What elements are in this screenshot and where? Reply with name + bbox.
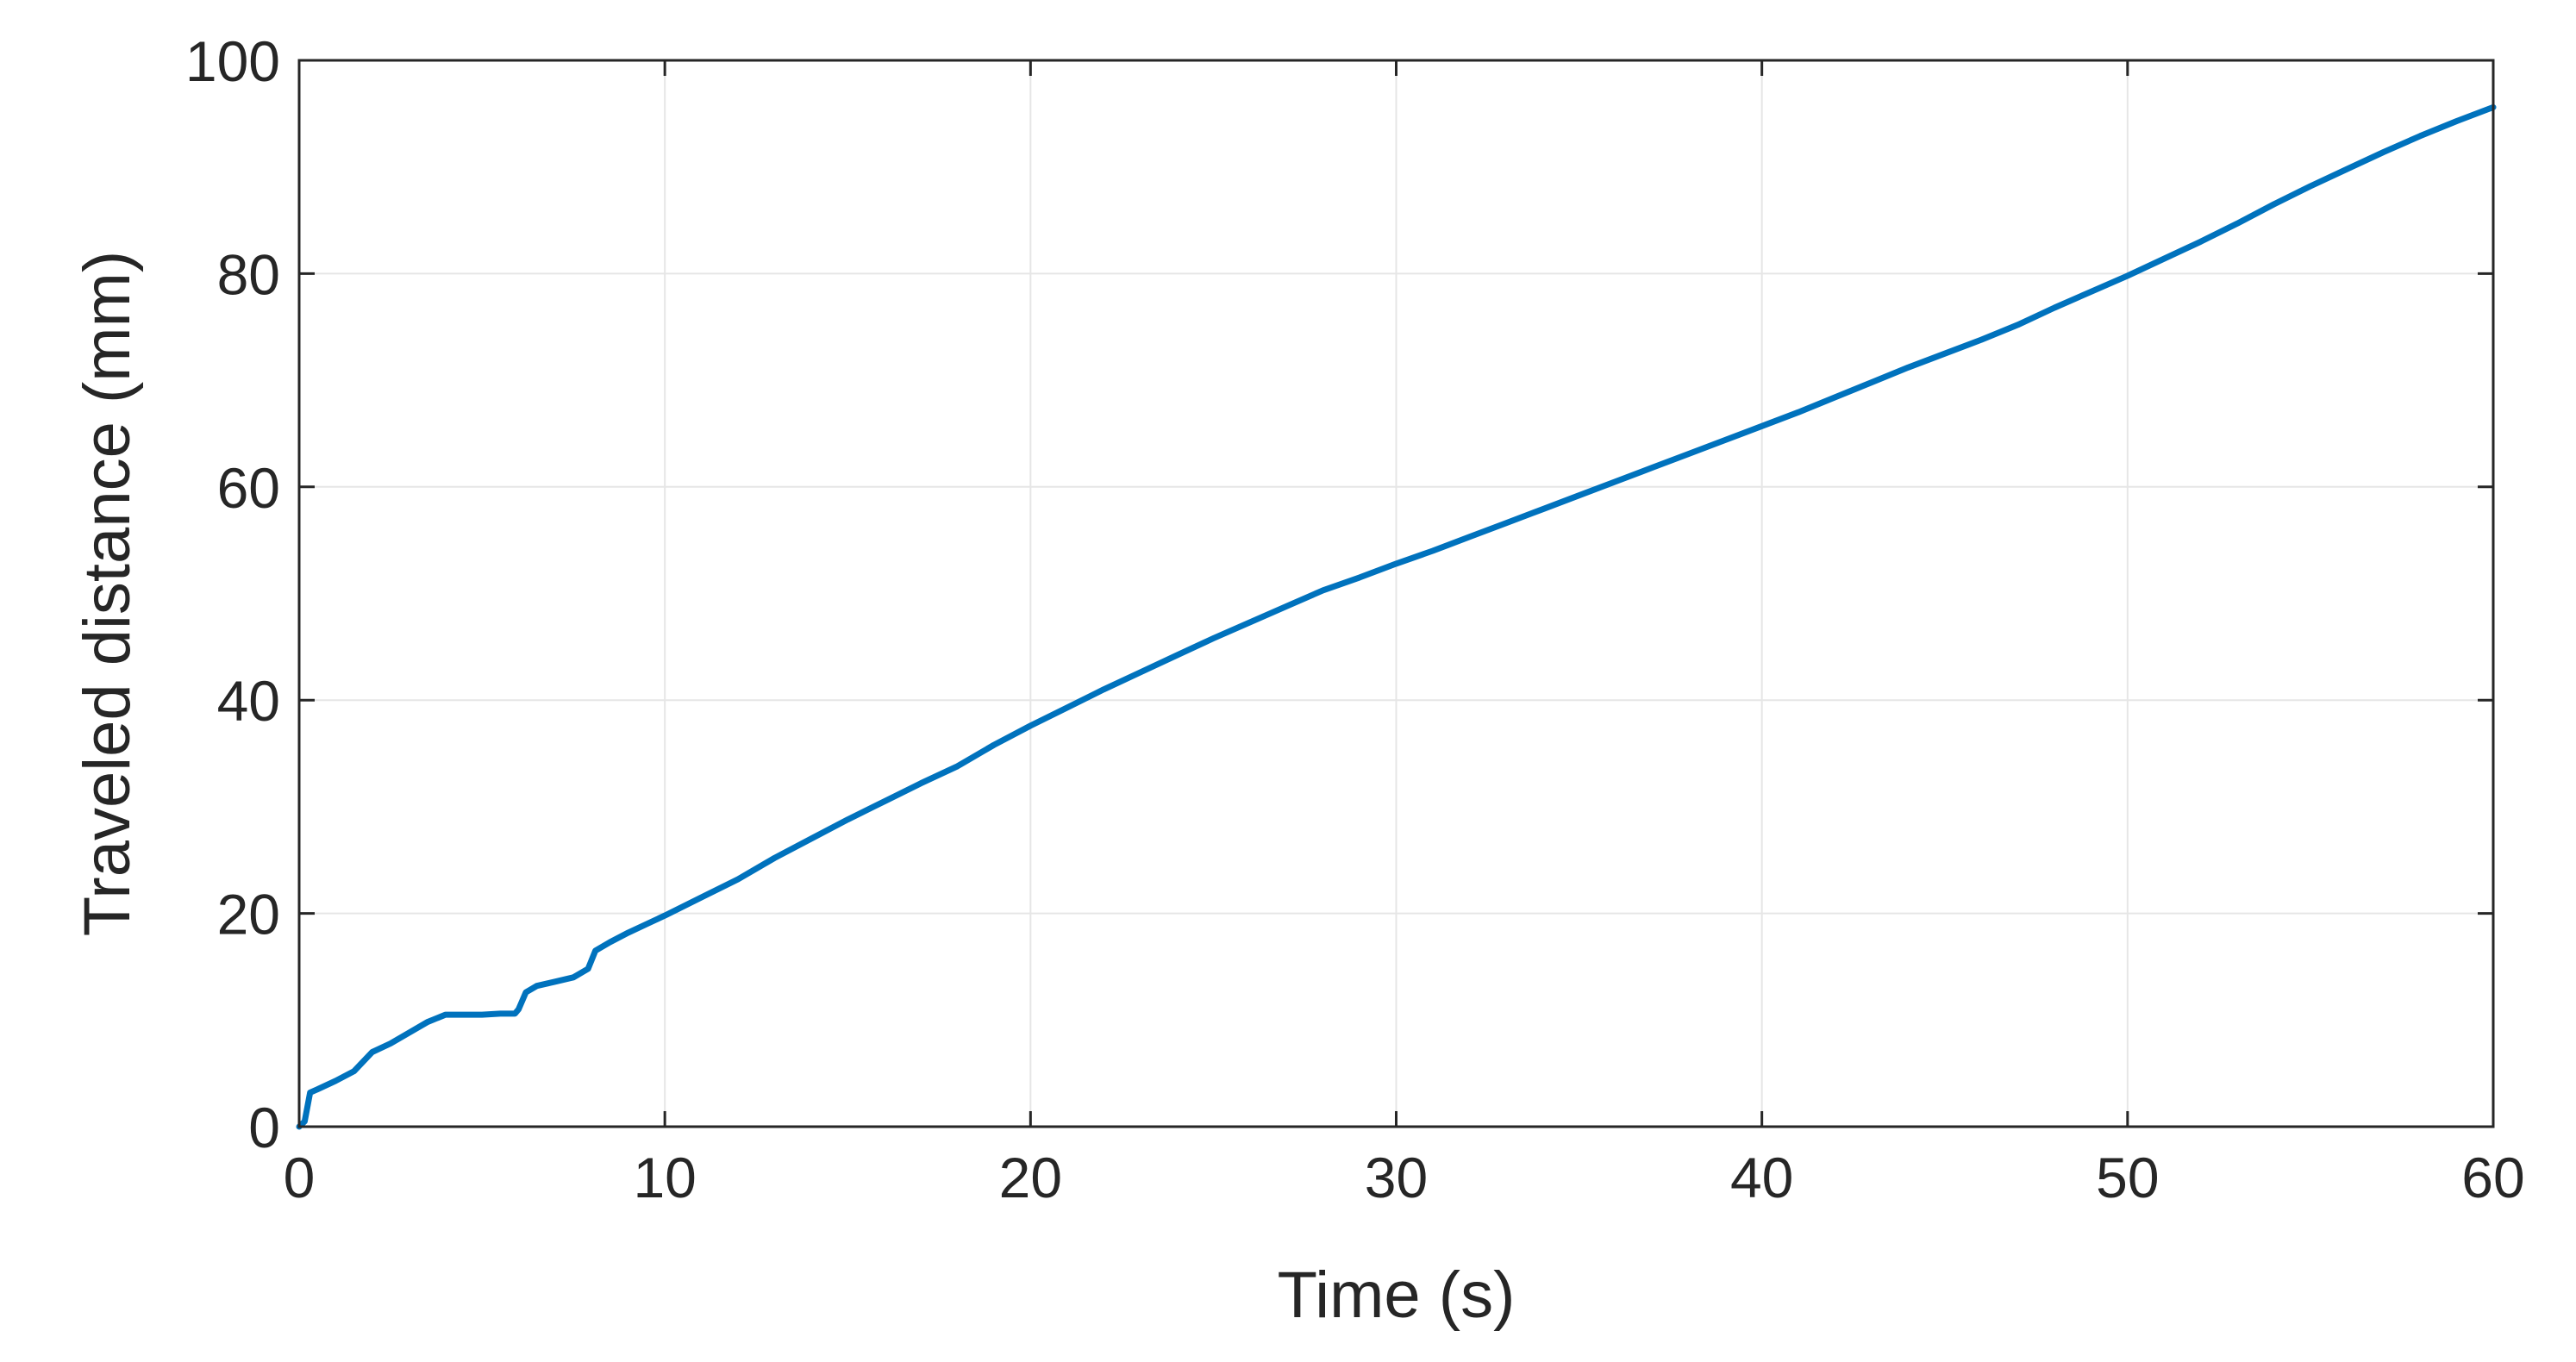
x-axis-label: Time (s) — [1278, 1259, 1516, 1332]
series-layer — [296, 103, 2497, 1130]
x-tick-label: 40 — [1730, 1146, 1793, 1209]
y-tick-label: 100 — [185, 29, 280, 93]
y-tick-label: 0 — [248, 1096, 280, 1159]
y-tick-label: 80 — [217, 242, 280, 306]
tick-marks — [297, 59, 2495, 1128]
x-tick-label: 0 — [284, 1146, 316, 1209]
x-tick-label: 60 — [2461, 1146, 2524, 1209]
y-tick-label: 40 — [217, 669, 280, 733]
y-axis-label: Traveled distance (mm) — [71, 251, 144, 936]
x-tick-label: 10 — [633, 1146, 696, 1209]
series-line-0 — [296, 103, 2497, 1130]
x-tick-label: 50 — [2096, 1146, 2159, 1209]
x-tick-label: 30 — [1365, 1146, 1428, 1209]
y-tick-labels: 0 20 40 60 80 100 — [185, 29, 280, 1159]
x-tick-label: 20 — [999, 1146, 1062, 1209]
grid-lines — [298, 59, 2494, 1128]
y-tick-label: 60 — [217, 456, 280, 520]
x-tick-labels: 0 10 20 30 40 50 60 — [284, 1146, 2525, 1209]
y-tick-label: 20 — [217, 883, 280, 947]
